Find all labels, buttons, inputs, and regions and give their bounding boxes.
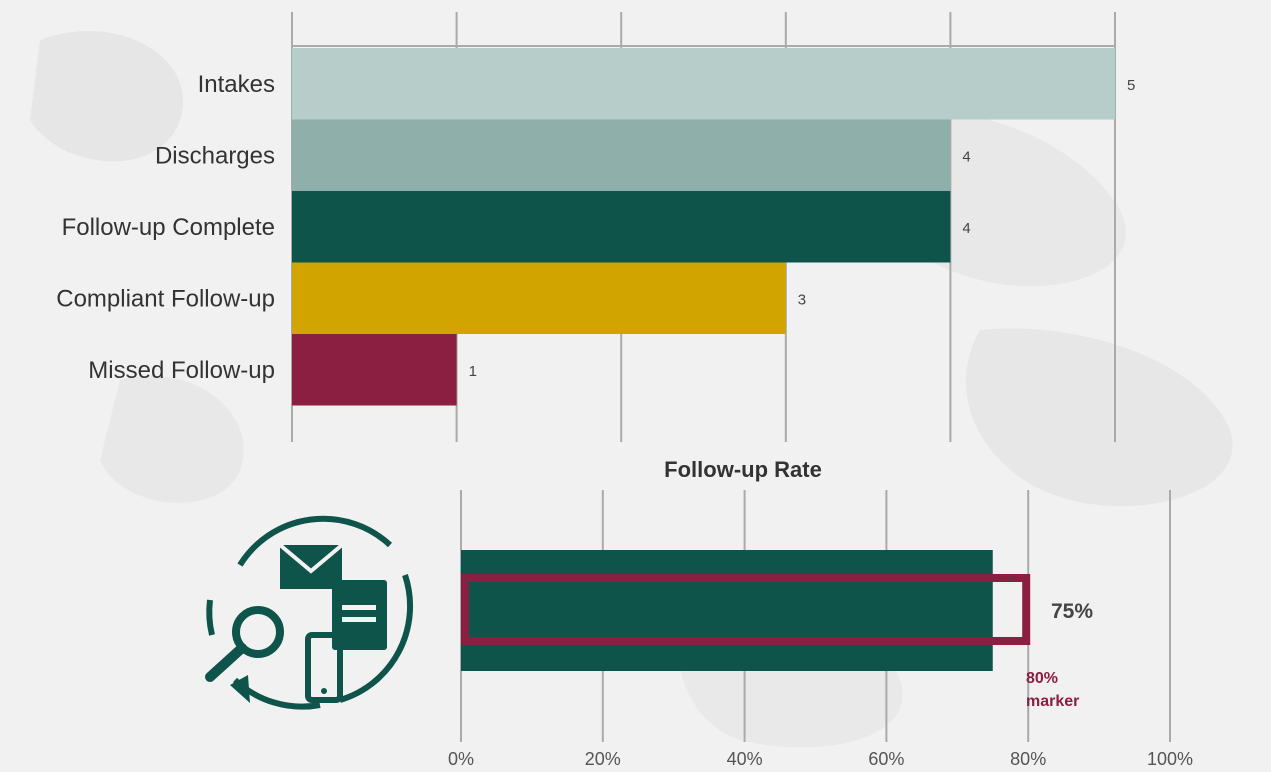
follow-up-rate-chart: Follow-up Rate 0% 20% 40% 60% 80% 100% 75% 80% ma… xyxy=(448,457,1193,769)
category-label: Discharges xyxy=(155,142,275,169)
category-label: Intakes xyxy=(198,71,275,98)
bar xyxy=(292,191,951,263)
data-label: 3 xyxy=(798,292,806,309)
marker-label-line1: 80% xyxy=(1026,670,1058,687)
rate-value-label: 75% xyxy=(1051,600,1093,623)
data-label: 4 xyxy=(962,220,970,237)
category-label: Compliant Follow-up xyxy=(56,285,275,312)
tick-label: 100% xyxy=(1147,749,1193,769)
tick-label: 40% xyxy=(727,749,763,769)
target-marker xyxy=(461,574,1031,645)
marker-label-line2: marker xyxy=(1026,693,1079,710)
tick-label: 60% xyxy=(868,749,904,769)
bar xyxy=(292,119,951,191)
tick-label: 20% xyxy=(585,749,621,769)
bar xyxy=(292,262,786,334)
bar xyxy=(292,334,457,406)
data-label: 4 xyxy=(962,149,970,166)
tick-label: 80% xyxy=(1010,749,1046,769)
tick-label: 0% xyxy=(448,749,474,769)
data-label: 1 xyxy=(469,363,477,380)
category-label: Missed Follow-up xyxy=(88,357,275,384)
rate-bar xyxy=(461,550,993,671)
follow-up-communication-icon xyxy=(205,515,414,710)
bar xyxy=(292,48,1115,120)
counts-bar-chart: Intakes 5 Discharges 4 Follow-up Complete 4 Co… xyxy=(56,12,1135,442)
data-label: 5 xyxy=(1127,77,1135,94)
category-label: Follow-up Complete xyxy=(62,214,275,241)
chart-title: Follow-up Rate xyxy=(664,457,822,482)
